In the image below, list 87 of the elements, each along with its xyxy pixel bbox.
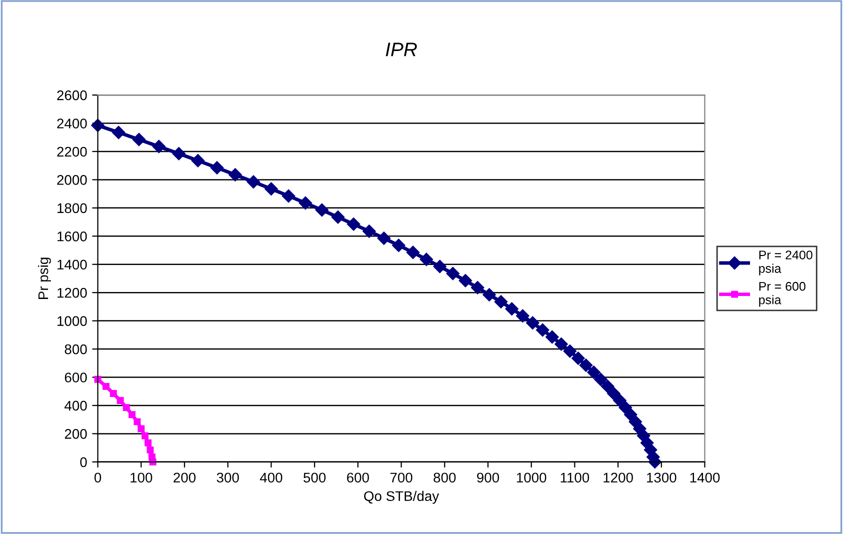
y-tick-label: 600 (64, 372, 87, 382)
x-tick-label: 600 (347, 472, 369, 483)
point (110, 390, 117, 397)
y-tick-label: 2200 (57, 146, 87, 157)
point (494, 295, 508, 308)
point (134, 418, 141, 426)
x-tick-label: 300 (216, 472, 239, 483)
x-tick-label: 700 (390, 472, 412, 483)
x-tick-label: 500 (304, 472, 326, 483)
point (346, 218, 360, 231)
point (526, 316, 540, 330)
point (149, 458, 156, 466)
point (587, 366, 600, 379)
point (191, 154, 205, 168)
point (554, 338, 568, 351)
x-tick-label: 1000 (516, 472, 546, 483)
x-tick-label: 800 (434, 472, 456, 483)
y-tick-label: 1400 (58, 260, 87, 270)
point (420, 252, 433, 266)
point (132, 132, 146, 146)
point (102, 382, 110, 390)
y-tick-label: 400 (64, 400, 87, 411)
x-tick-label: 1100 (560, 472, 590, 483)
y-tick-label: 1600 (58, 231, 87, 242)
x-tick-label: 1400 (690, 472, 720, 483)
y-tick-label: 800 (64, 344, 87, 354)
point (264, 182, 278, 196)
point (406, 246, 420, 259)
point (392, 238, 406, 252)
point (377, 232, 391, 245)
point (142, 432, 149, 440)
point (601, 380, 614, 394)
point (172, 147, 186, 160)
y-tick-label: 2600 (57, 90, 87, 100)
point (144, 439, 152, 446)
point (152, 140, 166, 154)
point (482, 288, 496, 302)
point (516, 309, 530, 322)
y-tick-label: 2000 (57, 175, 87, 185)
point (210, 161, 224, 174)
x-tick-label: 400 (260, 472, 282, 483)
x-tick-label: 1300 (647, 472, 676, 483)
chart-title: IPR (386, 42, 417, 56)
point (505, 302, 518, 316)
x-tick-label: 0 (94, 472, 102, 483)
x-tick-label: 100 (130, 472, 152, 483)
point (433, 260, 446, 274)
point (594, 372, 608, 386)
point (331, 210, 345, 224)
y-tick-label: 1000 (58, 316, 87, 326)
legend-label: Pr = 600 psia (759, 282, 806, 307)
point (146, 446, 154, 454)
x-tick-label: 900 (477, 472, 500, 483)
point (246, 175, 260, 188)
point (607, 386, 620, 400)
point (362, 224, 376, 238)
y-tick-label: 1800 (58, 203, 87, 214)
legend-label: Pr = 2400 psia (759, 250, 812, 276)
point (458, 274, 472, 288)
point (112, 126, 126, 140)
point (282, 189, 296, 203)
point (563, 344, 577, 358)
x-tick-label: 200 (174, 472, 196, 483)
point (546, 330, 559, 344)
point (128, 411, 136, 418)
y-tick-label: 1200 (58, 288, 87, 298)
point (618, 401, 632, 414)
y-tick-label: 200 (64, 429, 87, 439)
point (138, 425, 145, 432)
point (228, 168, 242, 182)
point (116, 397, 124, 404)
x-tick-label: 1200 (604, 472, 633, 483)
point (613, 394, 626, 408)
point (315, 203, 329, 217)
point (122, 404, 130, 412)
y-tick-label: 0 (80, 457, 87, 468)
point (572, 352, 585, 365)
point (536, 323, 550, 337)
point (470, 281, 484, 294)
point (628, 415, 642, 428)
point (298, 196, 312, 210)
x-axis-title: Qo STB/day (364, 490, 440, 504)
point (624, 408, 638, 422)
y-tick-label: 2400 (57, 118, 87, 128)
y-axis-title: Pr psig (38, 258, 51, 299)
point (579, 358, 593, 372)
point (446, 266, 460, 280)
